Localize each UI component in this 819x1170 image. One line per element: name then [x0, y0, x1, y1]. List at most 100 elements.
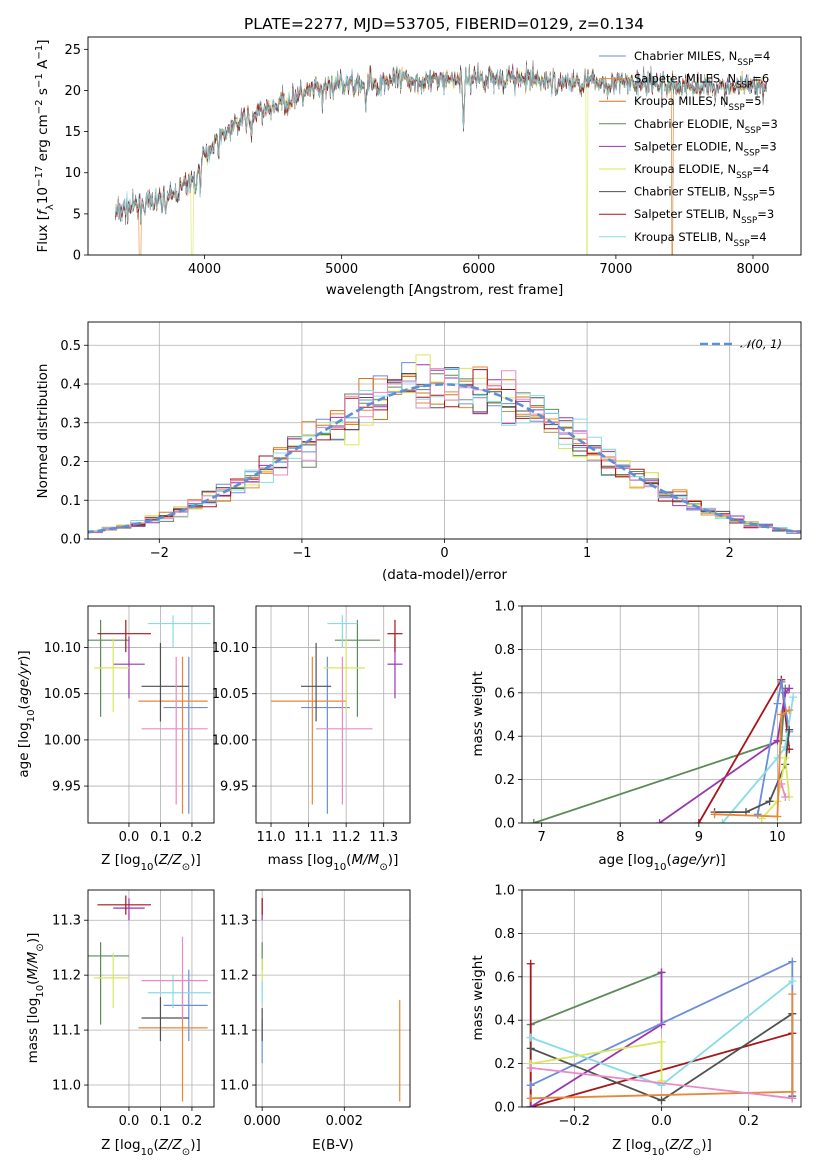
y-tick-label: 11.3 — [52, 914, 81, 929]
point-marker — [655, 819, 664, 823]
y-tick-label: 15 — [64, 125, 81, 140]
chart-title: PLATE=2277, MJD=53705, FIBERID=0129, z=0… — [244, 15, 644, 33]
plot-area — [115, 60, 768, 255]
error-bars — [271, 615, 403, 814]
point-marker — [785, 706, 794, 715]
y-tick-label: 10 — [64, 166, 81, 181]
point-marker — [785, 725, 794, 734]
data-point — [141, 656, 208, 805]
y-tick-label: 10.10 — [44, 641, 81, 656]
point-marker — [788, 957, 797, 966]
y-tick-label: 11.2 — [52, 969, 81, 984]
point-marker — [765, 797, 774, 806]
x-axis-label: E(B-V) — [312, 1137, 354, 1153]
x-axis-label: Z [log10(Z/Z⊙)] — [612, 1137, 712, 1158]
panel-mass-vs-EBV: 0.000 0.002 11.0 11.1 11.2 11.3 E(B-V) — [220, 889, 411, 1153]
x-axis-label: mass [log10(M/M⊙)] — [268, 852, 399, 873]
axes-frame — [87, 321, 802, 540]
data-point — [147, 615, 211, 648]
x-tick-label: −0.2 — [559, 1114, 591, 1129]
x-tick-label: 0.2 — [738, 1114, 759, 1129]
series-lines — [526, 957, 797, 1107]
spectrum-lines — [115, 60, 768, 255]
histogram-step — [88, 367, 801, 534]
y-tick-label: 10.05 — [44, 687, 81, 702]
series — [526, 990, 797, 1103]
point-marker — [657, 968, 666, 977]
series-line — [756, 681, 791, 815]
series-line — [530, 1067, 793, 1100]
point-marker — [526, 1103, 535, 1107]
data-point — [138, 656, 208, 814]
legend-label: Kroupa ELODIE, NSSP=4 — [634, 162, 769, 181]
panel-mass-vs-Z: 0.0 0.1 0.2 11.0 11.1 11.2 11.3 Z [log10(Z/Z⊙)]… — [25, 889, 215, 1158]
point-marker — [773, 812, 782, 821]
y-tick-label: 11.2 — [220, 969, 249, 984]
error-bars — [88, 895, 211, 1102]
data-point — [387, 619, 403, 653]
series — [526, 1063, 797, 1103]
y-tick-label: 0.3 — [60, 416, 81, 431]
legend-label: Kroupa STELIB, NSSP=4 — [634, 230, 767, 249]
error-bars — [88, 615, 211, 814]
legend-label: Chabrier STELIB, NSSP=5 — [634, 185, 775, 204]
legend-label: Salpeter MILES, NSSP=6 — [634, 72, 769, 91]
y-tick-label: 1.0 — [494, 600, 515, 615]
point-marker — [657, 1096, 666, 1105]
series-line — [761, 757, 791, 820]
x-tick-label: 0.002 — [326, 1114, 363, 1129]
legend-label: Chabrier ELODIE, NSSP=3 — [634, 117, 778, 136]
axes-frame — [87, 36, 802, 256]
x-tick-label: 0.000 — [244, 1114, 281, 1129]
y-tick-label: 0.4 — [494, 1014, 515, 1029]
x-tick-label: 0.1 — [150, 1114, 171, 1129]
point-marker — [526, 1094, 535, 1103]
point-marker — [789, 693, 798, 702]
data-point — [271, 656, 347, 805]
panel-age-vs-mass: 11.0 11.1 11.2 11.3 9.95 10.00 10.05 10.10 mass … — [212, 605, 411, 873]
x-tick-label: 0.2 — [182, 1114, 203, 1129]
point-marker — [788, 990, 797, 999]
y-tick-label: 11.1 — [52, 1024, 81, 1039]
data-point — [97, 619, 151, 653]
y-tick-label: 0.2 — [494, 1057, 515, 1072]
data-point — [97, 895, 151, 915]
y-tick-label: 5 — [73, 207, 81, 222]
plot-area — [88, 322, 801, 540]
series — [777, 779, 790, 801]
y-tick-label: 10.10 — [212, 641, 249, 656]
y-tick-label: 11.0 — [220, 1079, 249, 1094]
y-tick-label: 0.4 — [60, 378, 81, 393]
point-marker — [526, 1063, 535, 1072]
point-marker — [526, 1044, 535, 1053]
data-point — [141, 997, 189, 1042]
point-marker — [788, 1094, 797, 1103]
axes-frame — [87, 605, 215, 824]
plot-area — [256, 606, 410, 823]
plot-area — [522, 605, 801, 824]
point-marker — [657, 1037, 666, 1046]
series — [526, 968, 666, 1107]
point-marker — [529, 819, 538, 823]
plot-area — [522, 889, 801, 1108]
y-tick-label: 9.95 — [52, 780, 81, 795]
y-tick-label: 0.0 — [60, 533, 81, 548]
y-tick-label: 0.4 — [494, 730, 515, 745]
plot-area — [256, 890, 410, 1107]
panel-mass-weight-vs-age: 7 8 9 10 0.0 0.2 0.4 0.6 0.8 1.0 age [log10(age/yr… — [470, 600, 802, 873]
legend-label: Salpeter STELIB, NSSP=3 — [634, 207, 774, 226]
legend-label: Kroupa MILES, NSSP=5 — [634, 94, 762, 113]
x-tick-label: 2 — [726, 546, 734, 561]
spectrum-model-line — [115, 64, 768, 223]
x-tick-label: 7 — [538, 830, 546, 845]
data-point — [94, 953, 129, 1009]
histograms — [88, 354, 801, 536]
point-marker — [526, 1081, 535, 1090]
series-line — [530, 972, 663, 1107]
axes-frame — [255, 889, 411, 1108]
legend: Chabrier MILES, NSSP=4 Salpeter MILES, NS… — [599, 49, 778, 249]
point-marker — [777, 710, 786, 719]
y-tick-label: 0.0 — [494, 1101, 515, 1116]
data-point — [163, 656, 208, 814]
